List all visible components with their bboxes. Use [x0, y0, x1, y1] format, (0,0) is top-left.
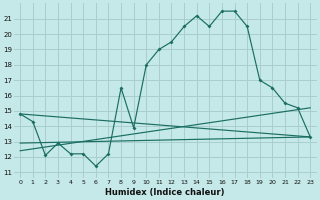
X-axis label: Humidex (Indice chaleur): Humidex (Indice chaleur): [106, 188, 225, 197]
